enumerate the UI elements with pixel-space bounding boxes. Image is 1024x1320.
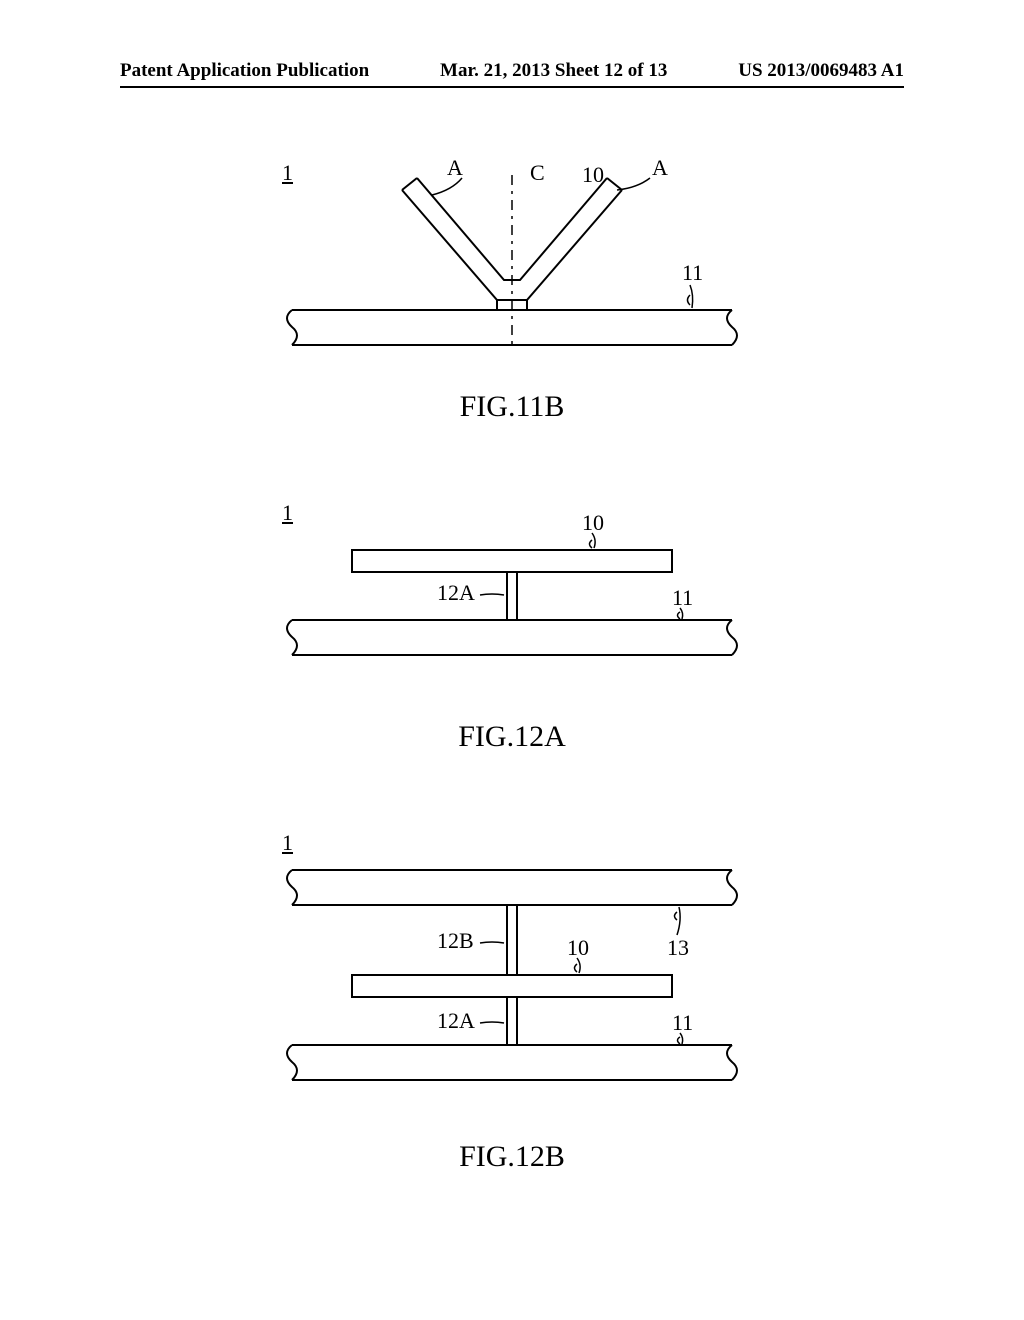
label-13: 13 [667,935,689,960]
figure-12b: 1 12 [252,830,772,1174]
page: Patent Application Publication Mar. 21, … [0,0,1024,1320]
header-center: Mar. 21, 2013 Sheet 12 of 13 [440,60,667,82]
header-right: US 2013/0069483 A1 [738,60,904,82]
fig11b-svg: A A C 10 11 [252,140,772,360]
ref-1-fig12a: 1 [282,500,293,526]
fig12a-caption: FIG.12A [252,720,772,754]
fig12b-caption: FIG.12B [252,1140,772,1174]
label-10: 10 [582,162,604,187]
label-A-left: A [447,155,463,180]
fig12a-svg: 10 12A 11 [252,500,772,690]
label-10-12b: 10 [567,935,589,960]
label-10-12a: 10 [582,510,604,535]
figure-11b: 1 [252,140,772,424]
page-header: Patent Application Publication Mar. 21, … [120,60,904,88]
fig12b-svg: 12B 10 13 12A 11 [252,830,772,1110]
label-11-12b: 11 [672,1010,693,1035]
header-left: Patent Application Publication [120,60,369,82]
figure-12a: 1 10 12A 11 [252,500,772,754]
label-12A-12b: 12A [437,1008,475,1033]
label-11: 11 [682,260,703,285]
ref-1-fig12b: 1 [282,830,293,856]
label-12B: 12B [437,928,474,953]
ref-1-fig11b: 1 [282,160,293,186]
fig11b-caption: FIG.11B [252,390,772,424]
label-12A: 12A [437,580,475,605]
label-A-right: A [652,155,668,180]
label-C: C [530,160,545,185]
label-11-12a: 11 [672,585,693,610]
